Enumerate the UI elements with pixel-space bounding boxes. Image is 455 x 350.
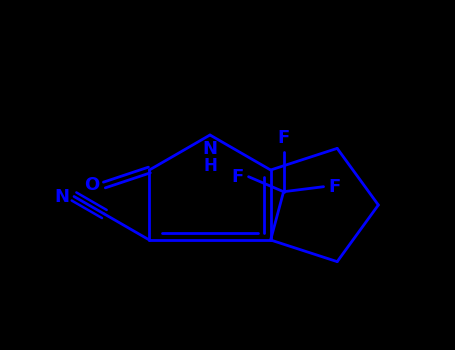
Text: F: F [231, 168, 243, 186]
Text: F: F [278, 129, 290, 147]
Text: N: N [202, 140, 217, 158]
Text: F: F [329, 178, 341, 196]
Text: O: O [84, 176, 99, 194]
Text: H: H [203, 157, 217, 175]
Text: N: N [54, 188, 69, 205]
